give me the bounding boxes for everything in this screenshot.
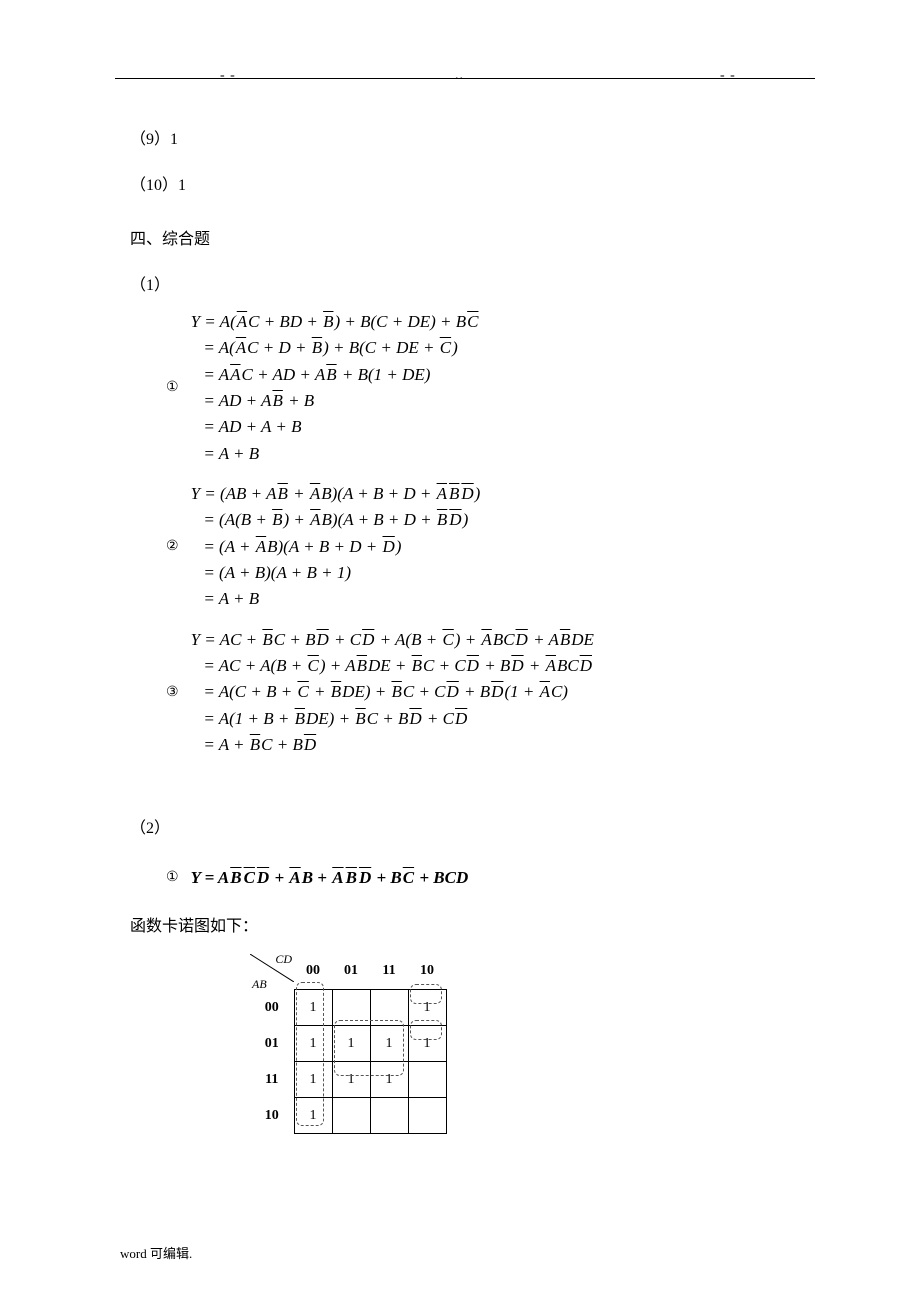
kmap-col-3: 10 xyxy=(408,954,446,990)
answer-9: （9）1 xyxy=(130,125,810,149)
derivation-1: ① Y = A(AC + BD + B) + B(C + DE) + BC = … xyxy=(166,309,810,467)
kmap-cell: 1 xyxy=(408,1026,446,1062)
kmap-table: CD AB 00 01 11 10 00 1 1 01 1 1 1 1 xyxy=(250,954,447,1135)
kmap-cell xyxy=(408,1062,446,1098)
derivation-2-lines: Y = (AB + AB + AB)(A + B + D + ABD) = (A… xyxy=(191,481,481,613)
kmap-corner: CD AB xyxy=(250,954,294,990)
problem-2-label: （2） xyxy=(130,814,810,838)
kmap-col-0: 00 xyxy=(294,954,332,990)
kmap-cell xyxy=(408,1098,446,1134)
footer-text: word 可编辑. xyxy=(120,1243,192,1262)
kmap-row-0: 00 xyxy=(250,990,294,1026)
derivation-2: ② Y = (AB + AB + AB)(A + B + D + ABD) = … xyxy=(166,481,810,613)
kmap-cell xyxy=(332,990,370,1026)
circled-1: ① xyxy=(166,377,179,399)
problem-2-answer: ① Y = ABCD + AB + ABD + BC + BCD xyxy=(166,868,810,888)
kmap-cell xyxy=(370,990,408,1026)
derivation-3-lines: Y = AC + BC + BD + CD + A(B + C) + ABCD … xyxy=(191,627,594,759)
circled-2: ② xyxy=(166,536,179,558)
circled-3: ③ xyxy=(166,682,179,704)
circled-2-1: ① xyxy=(166,869,179,886)
kmap-caption: 函数卡诺图如下： xyxy=(130,912,810,936)
kmap-cell: 1 xyxy=(294,990,332,1026)
problem-1-label: （1） xyxy=(130,271,810,295)
header-dash-1: - - xyxy=(220,68,236,84)
derivation-3: ③ Y = AC + BC + BD + CD + A(B + C) + ABC… xyxy=(166,627,810,759)
kmap-cell: 1 xyxy=(370,1026,408,1062)
kmap-cell: 1 xyxy=(294,1026,332,1062)
derivation-1-lines: Y = A(AC + BD + B) + B(C + DE) + BC = A(… xyxy=(191,309,480,467)
kmap-cell: 1 xyxy=(294,1062,332,1098)
kmap-cell xyxy=(370,1098,408,1134)
problem-2-answer-expr: Y = ABCD + AB + ABD + BC + BCD xyxy=(191,868,469,888)
kmap-col-1: 01 xyxy=(332,954,370,990)
kmap-cell: 1 xyxy=(370,1062,408,1098)
section-4-heading: 四、综合题 xyxy=(130,225,810,249)
kmap-row-2: 11 xyxy=(250,1062,294,1098)
header-dash-2: .. xyxy=(455,68,464,84)
answer-10: （10）1 xyxy=(130,171,810,195)
kmap-row-1: 01 xyxy=(250,1026,294,1062)
header-dash-3: - - xyxy=(720,68,736,84)
kmap-cell: 1 xyxy=(332,1026,370,1062)
kmap-cell: 1 xyxy=(294,1098,332,1134)
page-content: （9）1 （10）1 四、综合题 （1） ① Y = A(AC + BD + B… xyxy=(130,125,810,1134)
kmap-cell xyxy=(332,1098,370,1134)
kmap-cell: 1 xyxy=(332,1062,370,1098)
kmap-col-2: 11 xyxy=(370,954,408,990)
kmap-cell: 1 xyxy=(408,990,446,1026)
kmap-row-3: 10 xyxy=(250,1098,294,1134)
kmap-wrapper: CD AB 00 01 11 10 00 1 1 01 1 1 1 1 xyxy=(250,954,810,1135)
